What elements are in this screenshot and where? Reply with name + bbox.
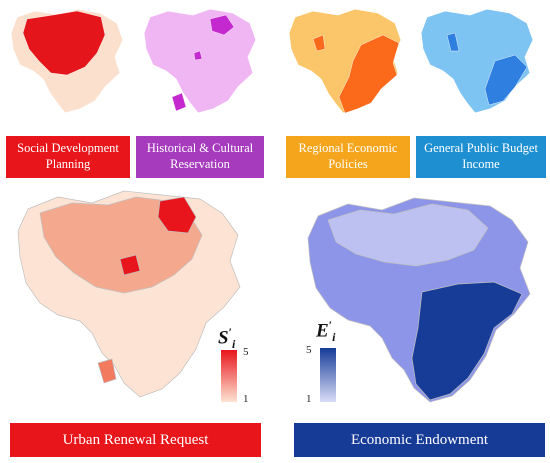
legend-symbol-subscript: i xyxy=(231,337,236,352)
social-development-map xyxy=(10,8,124,114)
social-development-label: Social Development Planning xyxy=(6,136,130,178)
label-line: General Public Budget xyxy=(424,141,538,156)
legend-symbol: E′i xyxy=(316,318,336,345)
legend-max-value: 5 xyxy=(306,344,312,356)
map-highlight-region xyxy=(171,92,187,112)
regional-economic-label: Regional Economic Policies xyxy=(286,136,410,178)
label-line: Social Development xyxy=(17,141,119,156)
map-core-region xyxy=(484,54,528,106)
legend-symbol: S′i xyxy=(218,325,236,352)
map-outline xyxy=(143,8,257,114)
map-high-region xyxy=(157,196,197,234)
legend-min-value: 1 xyxy=(243,393,249,405)
map-high-region xyxy=(119,254,141,276)
cultural-reservation-label: Historical & Cultural Reservation xyxy=(136,136,264,178)
map-core-region xyxy=(338,34,400,114)
legend-color-bar xyxy=(320,348,336,402)
map-core-region xyxy=(22,10,106,76)
map-highlight-region xyxy=(312,34,326,52)
urban-renewal-label: Urban Renewal Request xyxy=(10,423,261,457)
legend-symbol-letter: S xyxy=(218,327,229,349)
label-line: Policies xyxy=(328,157,368,171)
label-line: Income xyxy=(462,157,500,171)
economic-endowment-label: Economic Endowment xyxy=(294,423,545,457)
map-mid-region xyxy=(327,203,489,267)
map-highlight-region xyxy=(446,32,460,52)
public-budget-map xyxy=(420,8,534,114)
regional-economic-map xyxy=(288,8,402,114)
label-line: Historical & Cultural xyxy=(146,141,254,156)
map-highlight-region xyxy=(193,50,203,61)
label-line: Reservation xyxy=(170,157,230,171)
cultural-reservation-map xyxy=(143,8,257,114)
label-line: Planning xyxy=(45,157,91,171)
legend-min-value: 1 xyxy=(306,393,312,405)
public-budget-label: General Public Budget Income xyxy=(416,136,546,178)
legend-max-value: 5 xyxy=(243,346,249,358)
map-dark-region xyxy=(411,281,523,401)
legend-symbol-subscript: i xyxy=(332,330,336,345)
economic-endowment-map xyxy=(307,197,531,403)
map-highlight-region xyxy=(209,14,235,36)
urban-renewal-map xyxy=(17,190,241,398)
legend-color-bar xyxy=(221,350,237,402)
label-line: Regional Economic xyxy=(298,141,398,156)
map-high-region xyxy=(97,358,117,384)
legend-symbol-letter: E xyxy=(316,320,329,342)
